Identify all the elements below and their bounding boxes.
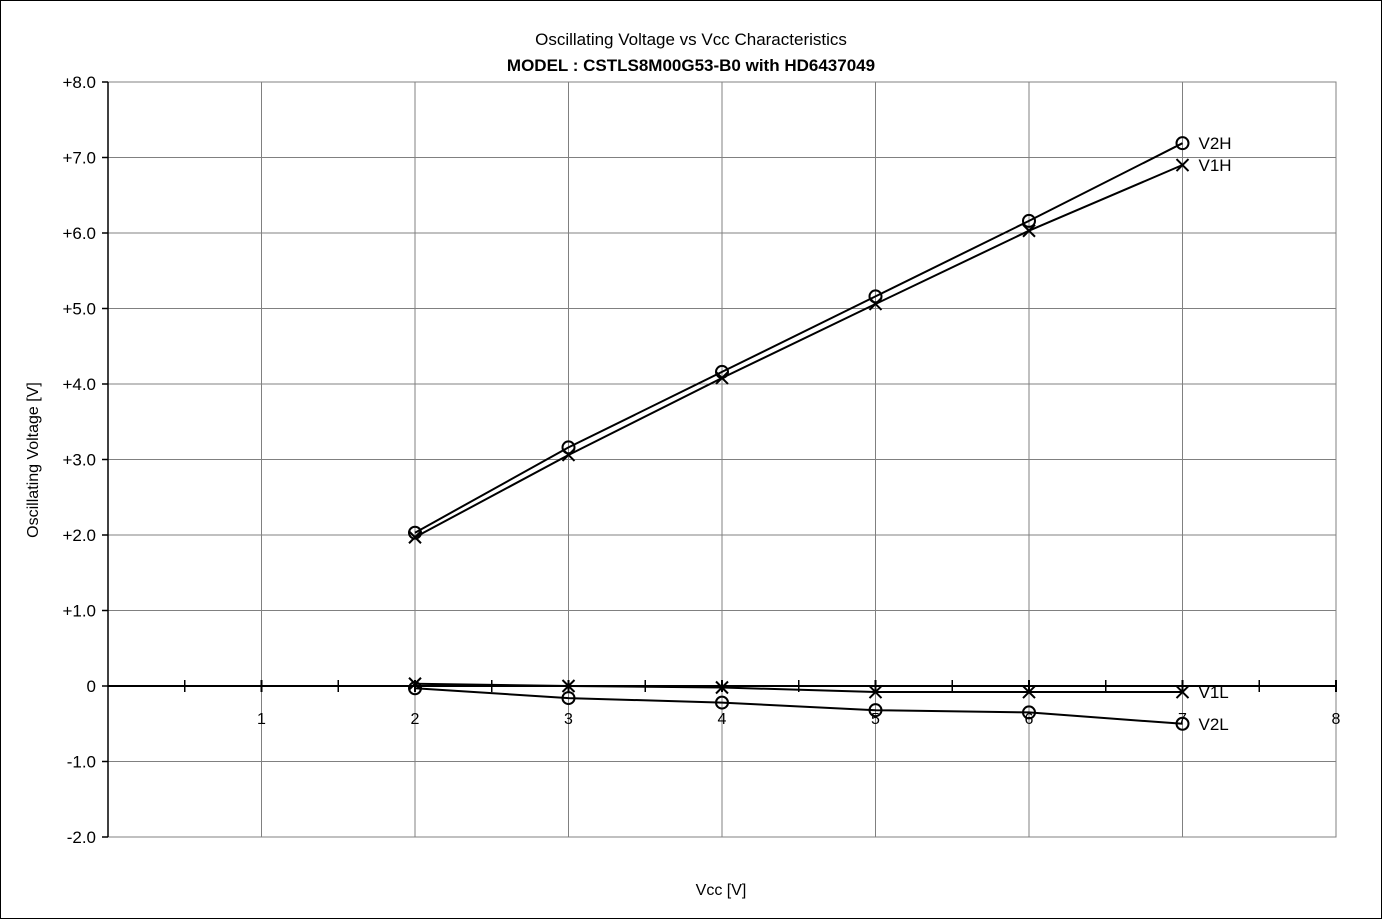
x-axis-label: Vcc [V] [696, 882, 747, 899]
data-point-circle [868, 703, 883, 718]
data-point-circle [715, 695, 729, 710]
x-tick-label: 5 [871, 711, 880, 728]
data-point-cross [561, 448, 576, 462]
x-tick-label: 8 [1332, 711, 1341, 728]
data-point-cross [1175, 158, 1190, 172]
data-point-circle [408, 681, 422, 696]
data-point-circle [561, 440, 576, 455]
data-point-cross [715, 371, 729, 385]
series-line [414, 687, 1183, 725]
tick-labels: +8.0 +7.0 +6.0 +5.0 +4.0 +3.0 +2.0 +1.0 0 -1.0 -2.… [62, 73, 1340, 847]
x-tick-label: 3 [564, 711, 573, 728]
series-label: V1H [1199, 156, 1232, 175]
y-tick-label: -1.0 [67, 753, 96, 772]
data-point-cross [868, 685, 883, 699]
data-point-cross [561, 679, 576, 693]
y-tick-label: -2.0 [67, 828, 96, 847]
series-label: V2H [1199, 134, 1232, 153]
series-label: V1L [1199, 683, 1229, 702]
data-point-cross [868, 297, 883, 311]
y-tick-label: 0 [87, 677, 96, 696]
data-point-cross [408, 530, 422, 544]
data-point-circle [1175, 716, 1190, 731]
x-tick-label: 6 [1025, 711, 1034, 728]
x-tick-label: 1 [257, 711, 266, 728]
y-axis-label: Oscillating Voltage [V] [25, 382, 42, 538]
y-tick-label: +3.0 [62, 451, 96, 470]
y-tick-label: +4.0 [62, 375, 96, 394]
y-tick-label: +6.0 [62, 224, 96, 243]
chart-subtitle: MODEL : CSTLS8M00G53-B0 with HD6437049 [507, 56, 875, 75]
series-label: V2L [1199, 715, 1229, 734]
series-group: V2H V1H V1L V2L [408, 134, 1232, 734]
data-point-circle [1175, 136, 1190, 151]
data-point-cross [1175, 685, 1190, 699]
data-point-circle [868, 289, 883, 304]
data-point-cross [1022, 224, 1036, 238]
data-point-circle [561, 691, 576, 706]
chart-title: Oscillating Voltage vs Vcc Characteristi… [535, 30, 847, 49]
data-point-cross [715, 680, 729, 695]
y-tick-label: +1.0 [62, 602, 96, 621]
y-tick-label: +2.0 [62, 526, 96, 545]
x-tick-label: 2 [411, 711, 420, 728]
y-tick-label: +7.0 [62, 149, 96, 168]
series-line [414, 682, 1183, 693]
data-point-cross [1022, 685, 1036, 699]
x-tick-label: 7 [1178, 711, 1187, 728]
data-point-circle [1022, 213, 1036, 228]
y-tick-label: +8.0 [62, 73, 96, 92]
data-point-circle [1022, 705, 1036, 720]
x-tick-label: 4 [718, 711, 727, 728]
data-point-circle [408, 525, 422, 540]
series-line [414, 164, 1183, 539]
y-tick-label: +5.0 [62, 300, 96, 319]
series-line [414, 142, 1183, 534]
